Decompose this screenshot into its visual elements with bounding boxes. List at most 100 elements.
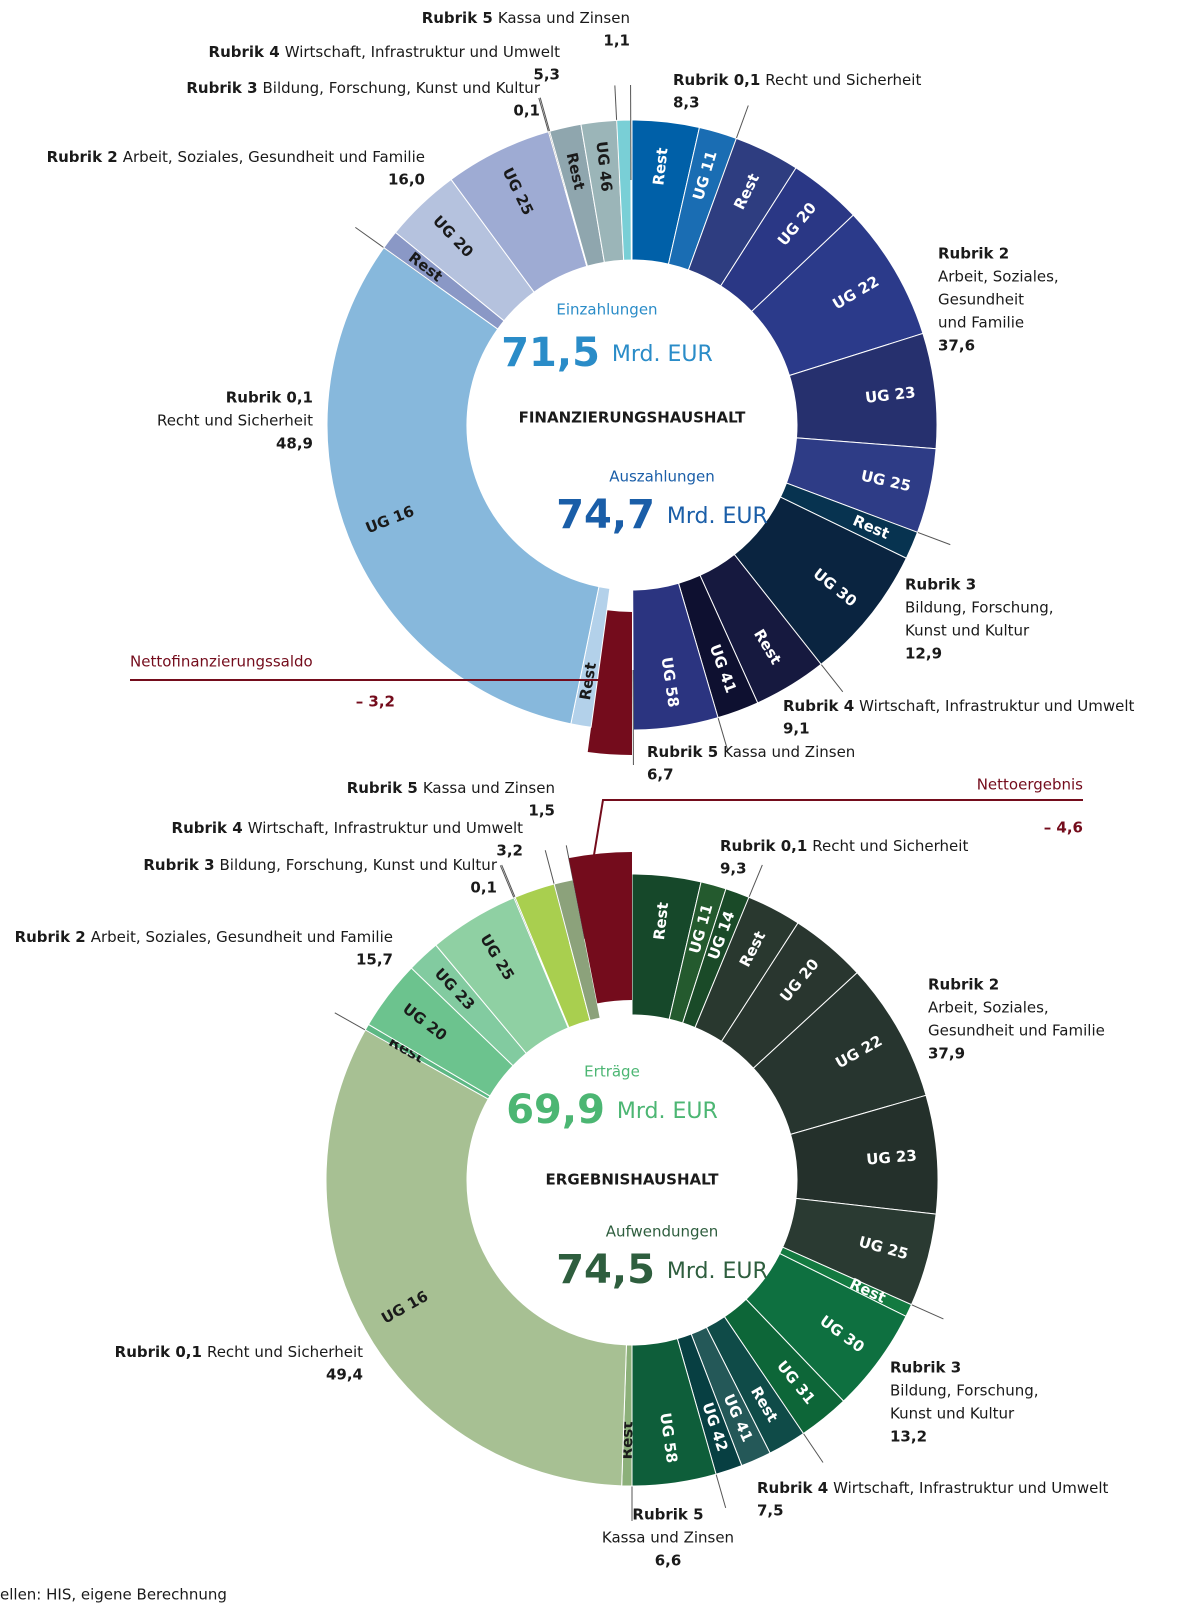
group-text: Arbeit, Soziales, Gesundheit und Familie [123, 148, 425, 166]
group-name: Rubrik 0,1 [720, 837, 807, 855]
segment-label: UG 23 [866, 1146, 918, 1168]
group-text: Wirtschaft, Infrastruktur und Umwelt [285, 43, 560, 61]
income-unit: Mrd. EUR [617, 1099, 718, 1124]
group-value: 8,3 [673, 94, 700, 112]
group-text: Wirtschaft, Infrastruktur und Umwelt [248, 819, 523, 837]
group-label: Rubrik 4 Wirtschaft, Infrastruktur und Um… [172, 819, 524, 837]
group-text: Gesundheit und Familie [928, 1022, 1105, 1040]
group-text: Kassa und Zinsen [602, 1529, 734, 1547]
group-text: Bildung, Forschung, [905, 599, 1054, 617]
segment [616, 119, 632, 261]
group-value: 16,0 [388, 171, 425, 189]
group-name: Rubrik 5 [422, 9, 493, 27]
group-label: Rubrik 4 Wirtschaft, Infrastruktur und Um… [757, 1479, 1109, 1497]
group-name: Rubrik 2 [15, 928, 86, 946]
group-label: Rubrik 4 Wirtschaft, Infrastruktur und Um… [209, 43, 561, 61]
expense-unit: Mrd. EUR [667, 1259, 768, 1284]
balance-segment [568, 852, 632, 1004]
expense-label: Aufwendungen [606, 1223, 719, 1241]
balance-value: – 3,2 [356, 693, 395, 711]
income-label: Einzahlungen [556, 301, 657, 319]
group-label: Rubrik 0,1 Recht und Sicherheit [720, 837, 968, 855]
group-name: Rubrik 4 [172, 819, 243, 837]
group-value: 7,5 [757, 1502, 784, 1520]
group-text: Bildung, Forschung, [890, 1382, 1039, 1400]
group-text: und Familie [938, 314, 1024, 332]
group-value: 6,7 [647, 766, 674, 784]
expense-total: 74,5 Mrd. EUR [556, 1247, 768, 1293]
balance-label: Nettoergebnis [977, 776, 1083, 794]
group-text: Arbeit, Soziales, [938, 268, 1059, 286]
group-value: 37,6 [938, 337, 975, 355]
group-text: Recht und Sicherheit [765, 71, 921, 89]
group-text: Wirtschaft, Infrastruktur und Umwelt [859, 697, 1134, 715]
group-text: Gesundheit [938, 291, 1024, 309]
group-value: 37,9 [928, 1045, 965, 1063]
balance-label: Nettofinanzierungssaldo [130, 653, 313, 671]
group-label: Rubrik 5 Kassa und Zinsen [347, 779, 555, 797]
group-label: Rubrik 5 Kassa und Zinsen [422, 9, 630, 27]
group-label: Rubrik 3 Bildung, Forschung, Kunst und Ku… [143, 856, 497, 874]
group-text: Recht und Sicherheit [157, 412, 313, 430]
group-text: Kassa und Zinsen [723, 743, 855, 761]
group-name: Rubrik 0,1 [673, 71, 760, 89]
segment-label: UG 23 [864, 383, 916, 407]
segment-label: UG 46 [592, 140, 615, 192]
group-text: Recht und Sicherheit [812, 837, 968, 855]
group-value: 48,9 [276, 435, 313, 453]
group-name: Rubrik 2 [47, 148, 118, 166]
balance-segment [587, 610, 632, 755]
expense-value: 74,5 [556, 1247, 655, 1293]
group-value: 5,3 [533, 66, 560, 84]
group-value: 15,7 [356, 951, 393, 969]
group-text: Arbeit, Soziales, [928, 999, 1049, 1017]
group-value: 12,9 [905, 645, 942, 663]
income-value: 69,9 [506, 1087, 605, 1133]
group-name: Rubrik 5 [347, 779, 418, 797]
group-value: 49,4 [326, 1366, 363, 1384]
group-text: Bildung, Forschung, Kunst und Kultur [220, 856, 498, 874]
group-text: Arbeit, Soziales, Gesundheit und Familie [91, 928, 393, 946]
income-value: 71,5 [501, 330, 600, 376]
group-value: 6,6 [655, 1552, 682, 1570]
group-name: Rubrik 2 [928, 976, 999, 994]
expense-total: 74,7 Mrd. EUR [556, 492, 768, 538]
segment [553, 879, 601, 1022]
chart-title: ERGEBNISHAUSHALT [546, 1171, 720, 1189]
group-value: 1,1 [603, 32, 630, 50]
balance-value: – 4,6 [1044, 819, 1083, 837]
expense-label: Auszahlungen [609, 468, 715, 486]
group-name: Rubrik 3 [186, 79, 257, 97]
group-name: Rubrik 5 [647, 743, 718, 761]
group-value: 0,1 [470, 879, 497, 897]
group-value: 9,1 [783, 720, 810, 738]
segment [325, 1029, 627, 1487]
group-text: Kunst und Kultur [905, 622, 1030, 640]
income-unit: Mrd. EUR [612, 342, 713, 367]
income-total: 71,5 Mrd. EUR [501, 330, 713, 376]
group-label: Rubrik 4 Wirtschaft, Infrastruktur und Um… [783, 697, 1135, 715]
group-text: Bildung, Forschung, Kunst und Kultur [263, 79, 541, 97]
group-name: Rubrik 2 [938, 245, 1009, 263]
group-label: Rubrik 2 Arbeit, Soziales, Gesundheit und… [47, 148, 425, 166]
segment [632, 582, 719, 731]
group-name: Rubrik 3 [143, 856, 214, 874]
group-name: Rubrik 3 [905, 576, 976, 594]
group-name: Rubrik 4 [783, 697, 854, 715]
balance-line [593, 799, 1083, 856]
chart-title: FINANZIERUNGSHAUSHALT [519, 409, 747, 427]
group-name: Rubrik 4 [209, 43, 280, 61]
group-text: Kassa und Zinsen [498, 9, 630, 27]
group-text: Kassa und Zinsen [423, 779, 555, 797]
group-value: 1,5 [528, 802, 555, 820]
group-name: Rubrik 5 [632, 1506, 703, 1524]
group-label: Rubrik 2 Arbeit, Soziales, Gesundheit und… [15, 928, 393, 946]
group-label: Rubrik 0,1 Recht und Sicherheit [673, 71, 921, 89]
group-text: Wirtschaft, Infrastruktur und Umwelt [833, 1479, 1108, 1497]
group-name: Rubrik 0,1 [226, 389, 313, 407]
source-note: ellen: HIS, eigene Berechnung [0, 1586, 227, 1604]
income-label: Erträge [584, 1063, 640, 1081]
group-name: Rubrik 0,1 [115, 1343, 202, 1361]
expense-value: 74,7 [556, 492, 655, 538]
